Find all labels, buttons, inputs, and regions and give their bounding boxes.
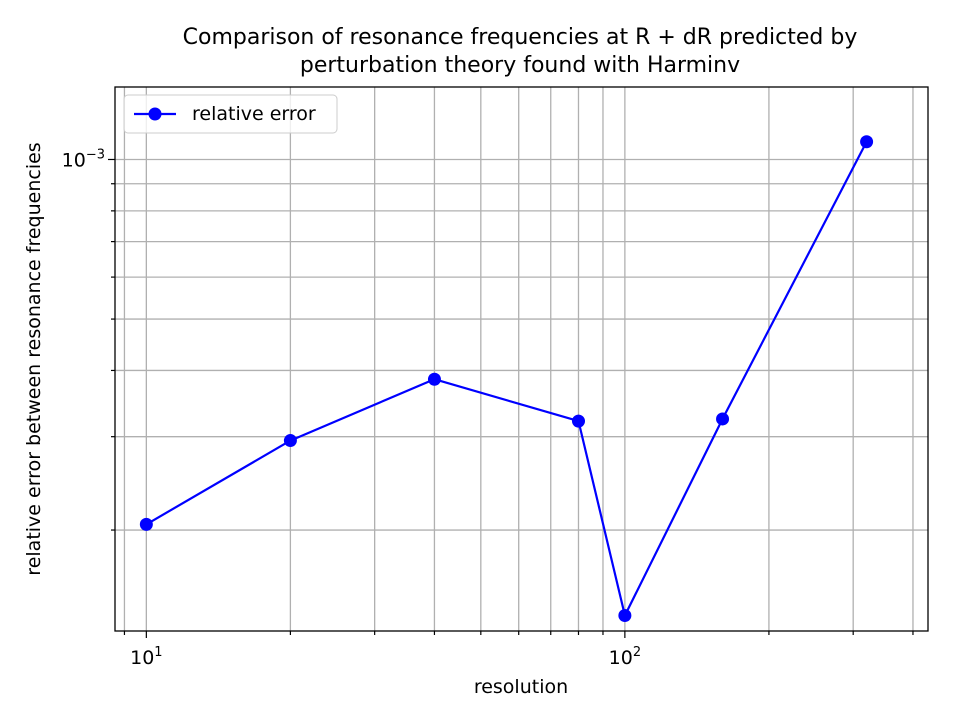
legend-marker-swatch [148,107,162,121]
y-tick-label: 10−3 [62,147,105,171]
data-point [283,434,297,448]
data-point [618,608,632,622]
legend-box [123,94,338,134]
y-axis-label: relative error between resonance frequen… [23,142,45,575]
data-point [716,412,730,426]
series-layer [139,135,874,622]
plot-frame [114,86,929,632]
grid-lines [115,87,928,631]
x-tick-label: 102 [609,645,641,669]
legend: relative error [123,94,338,134]
data-point [427,372,441,386]
series-line [145,141,868,617]
data-point [571,414,585,428]
axis-ticks: 101 102 10−3 [62,147,914,669]
x-tick-label: 101 [130,645,162,669]
legend-label: relative error [192,103,316,125]
chart-title-line2: perturbation theory found with Harminv [300,53,740,78]
chart-title-line1: Comparison of resonance frequencies at R… [183,25,858,50]
data-point [139,517,153,531]
x-axis-label: resolution [474,676,568,698]
data-point [860,135,874,149]
